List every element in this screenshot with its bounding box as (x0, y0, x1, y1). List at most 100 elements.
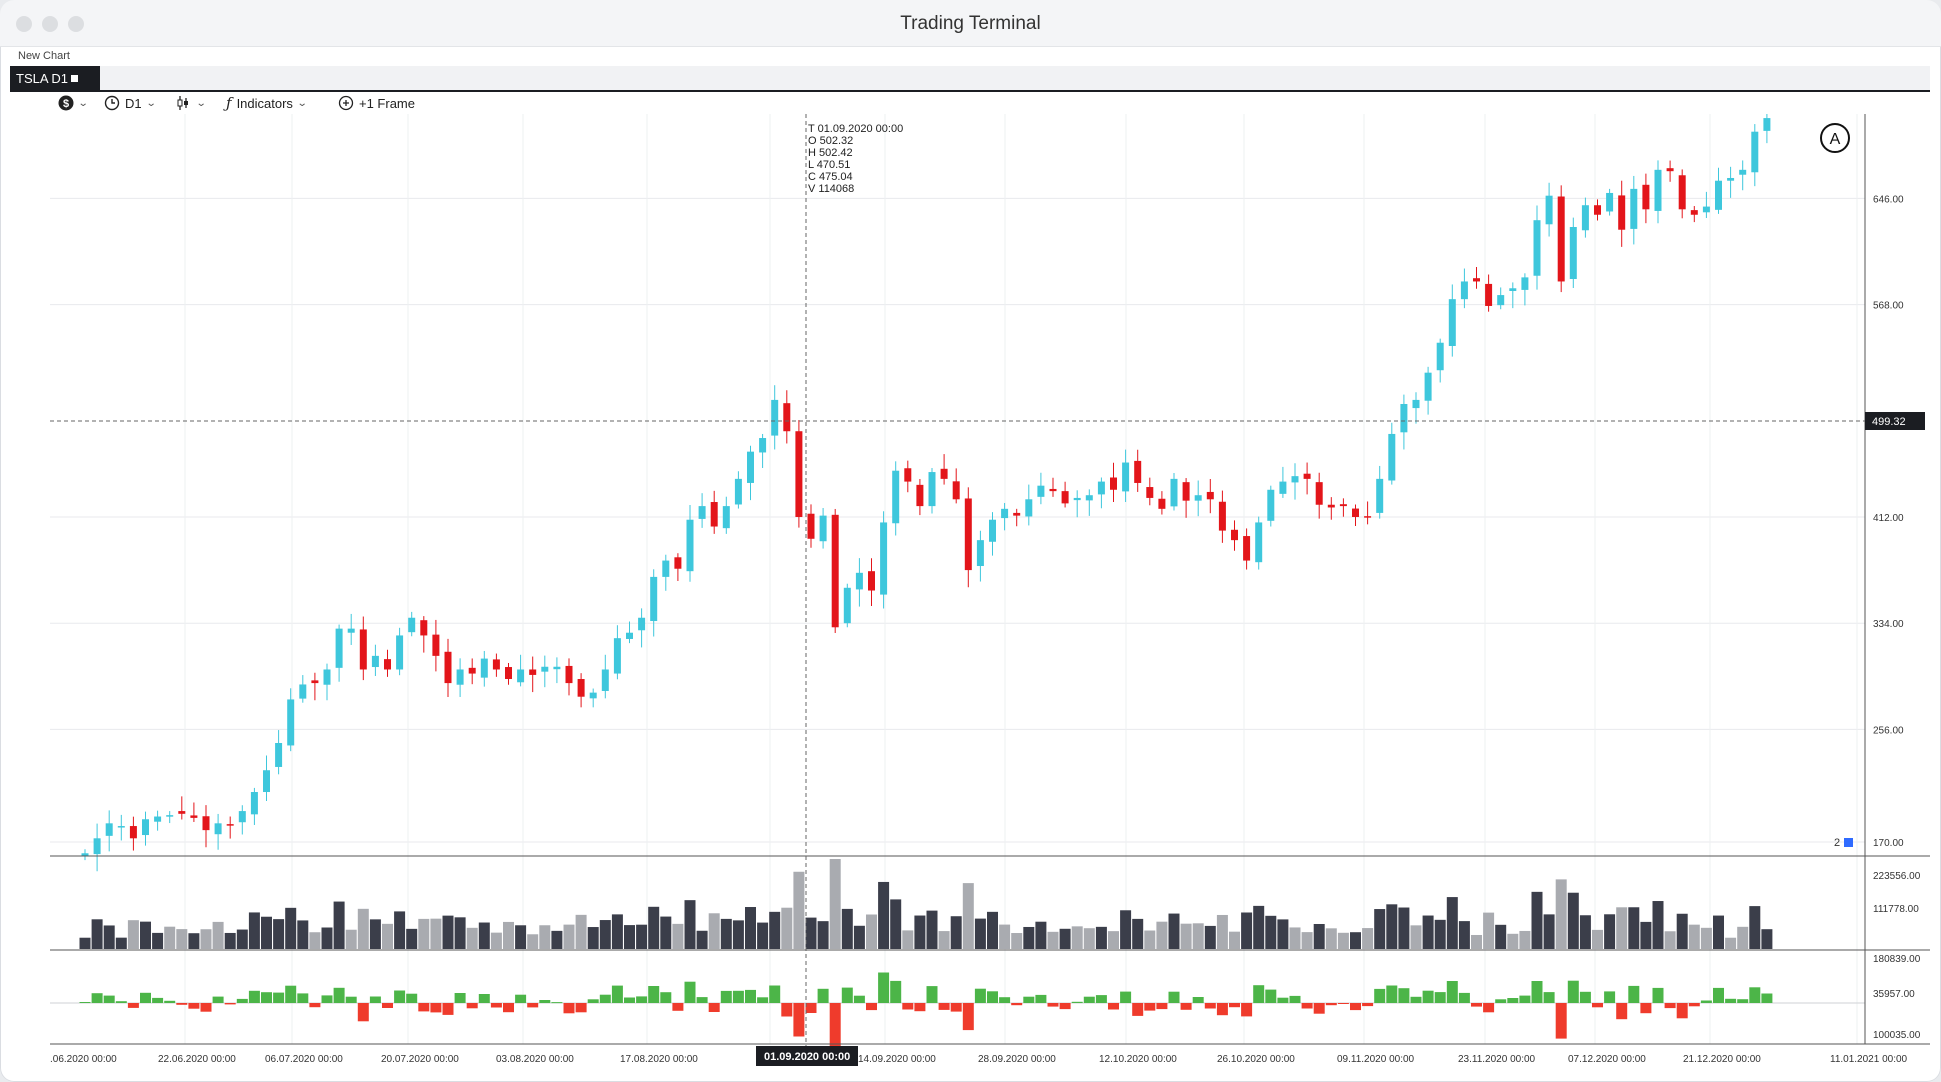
volume-bar (1204, 925, 1216, 949)
oscillator-bar (406, 993, 418, 1003)
oscillator-bar (115, 1001, 127, 1003)
chart-canvas[interactable]: 646.00 568.00 412.00 334.00 256.00 170.00 2235… (50, 112, 1930, 1071)
volume-bar (1301, 932, 1313, 949)
oscillator-bar (503, 1003, 514, 1013)
volume-bar (1579, 915, 1591, 949)
oscillator-bar (587, 999, 599, 1003)
oscillator-bar (1337, 1003, 1349, 1004)
oscillator-bar (1095, 995, 1107, 1003)
chevron-down-icon: ⌄ (77, 97, 89, 109)
candle-body (492, 659, 500, 670)
candle-body (1303, 473, 1311, 479)
candle-body (892, 470, 900, 524)
candle-body (1436, 342, 1444, 371)
candle-body (275, 742, 283, 767)
candle-body (1594, 205, 1601, 215)
volume-bar (611, 914, 623, 949)
volume-bar (1047, 931, 1059, 949)
candle-body (1110, 477, 1117, 490)
oscillator-bar (127, 1003, 139, 1008)
oscillator-bar (974, 988, 986, 1003)
currency-dropdown[interactable]: $ ⌄ (58, 92, 89, 114)
volume-bar (333, 901, 345, 949)
candle-body (1206, 491, 1214, 500)
oscillator-bar (708, 1003, 720, 1012)
oscillator-bar (1555, 1003, 1567, 1039)
candle-body (1715, 180, 1722, 210)
volume-bar (273, 919, 285, 949)
oscillator-bar (1289, 995, 1301, 1003)
oscillator-bar (285, 985, 297, 1003)
window-title: Trading Terminal (900, 13, 1041, 34)
auto-scale-button[interactable]: A (1820, 123, 1850, 153)
candle-body (710, 502, 718, 527)
volume-bar (115, 937, 127, 949)
chart-type-dropdown[interactable]: ⌄ (176, 92, 207, 114)
chart-tab-tsla-d1[interactable]: TSLA D1 (10, 66, 100, 90)
oscillator-bar (684, 981, 696, 1003)
volume-tick-label: 223556.00 (1873, 871, 1921, 882)
candle-body (1243, 536, 1251, 561)
oscillator-bar (890, 980, 902, 1003)
candle-body (93, 838, 101, 855)
volume-bar (1543, 914, 1555, 949)
candle-body (1666, 168, 1674, 172)
timeframe-dropdown[interactable]: D1 ⌄ (104, 92, 156, 114)
volume-bar (1567, 892, 1579, 949)
candle-body (855, 572, 863, 590)
oscillator-bar (1749, 987, 1761, 1003)
ohlc-info-box: T 01.09.2020 00:00 O 502.32 H 502.42 L 4… (808, 123, 903, 195)
volume-bar (515, 925, 527, 949)
oscillator-bar (757, 997, 769, 1003)
indicators-label: Indicators (236, 95, 293, 111)
candle-body (1352, 508, 1359, 517)
candle-body (1509, 288, 1517, 291)
oscillator-bar (442, 1003, 454, 1015)
volume-bar (248, 912, 260, 949)
zoom-window-button[interactable] (68, 16, 84, 32)
candle-body (928, 472, 936, 507)
indicators-dropdown[interactable]: ƒ Indicators ⌄ (226, 92, 308, 114)
volume-bar (1616, 907, 1628, 949)
volume-bar (1592, 929, 1603, 949)
oscillator-bar (732, 990, 744, 1003)
oscillator-bar (333, 987, 345, 1003)
candle-body (1473, 278, 1480, 282)
close-window-button[interactable] (16, 16, 32, 32)
grid-lines (50, 114, 1865, 1044)
minimize-window-button[interactable] (42, 16, 58, 32)
oscillator-bar (1374, 988, 1386, 1003)
new-chart-menu-item[interactable]: New Chart (18, 50, 70, 62)
candle-body (1630, 188, 1638, 229)
volume-bar (91, 919, 103, 949)
volume-bar (1277, 919, 1289, 949)
volume-bar (1059, 928, 1071, 949)
candle-body (299, 684, 307, 699)
oscillator-bar (164, 1000, 176, 1003)
svg-text:$: $ (63, 98, 69, 110)
candle-body (1497, 295, 1505, 306)
oscillator-bar (1253, 985, 1265, 1003)
volume-bar (1519, 930, 1531, 949)
oscillator-bar (781, 1003, 793, 1017)
candle-body (1037, 485, 1045, 497)
oscillator-bar (1241, 1003, 1253, 1017)
crosshair-price-box (1865, 412, 1925, 430)
volume-bar (1011, 933, 1023, 949)
volume-bar (1132, 918, 1144, 949)
oscillator-bar (382, 1003, 393, 1008)
candle-body (468, 667, 476, 674)
time-tick-label: .06.2020 00:00 (50, 1054, 117, 1065)
candle-body (1690, 210, 1698, 215)
oscillator-bar (1592, 1003, 1603, 1008)
oscillator-bar (793, 1003, 805, 1037)
oscillator-bar (1386, 985, 1398, 1003)
volume-bar (418, 918, 430, 949)
add-frame-button[interactable]: +1 Frame (338, 92, 415, 114)
oscillator-bar (1011, 1003, 1023, 1006)
oscillator-bar (1725, 998, 1737, 1003)
candle-body (166, 815, 174, 817)
candle-body (1315, 482, 1323, 505)
chart-area[interactable]: 646.00 568.00 412.00 334.00 256.00 170.00 2235… (50, 112, 1930, 1071)
oscillator-bar (1362, 1003, 1374, 1007)
